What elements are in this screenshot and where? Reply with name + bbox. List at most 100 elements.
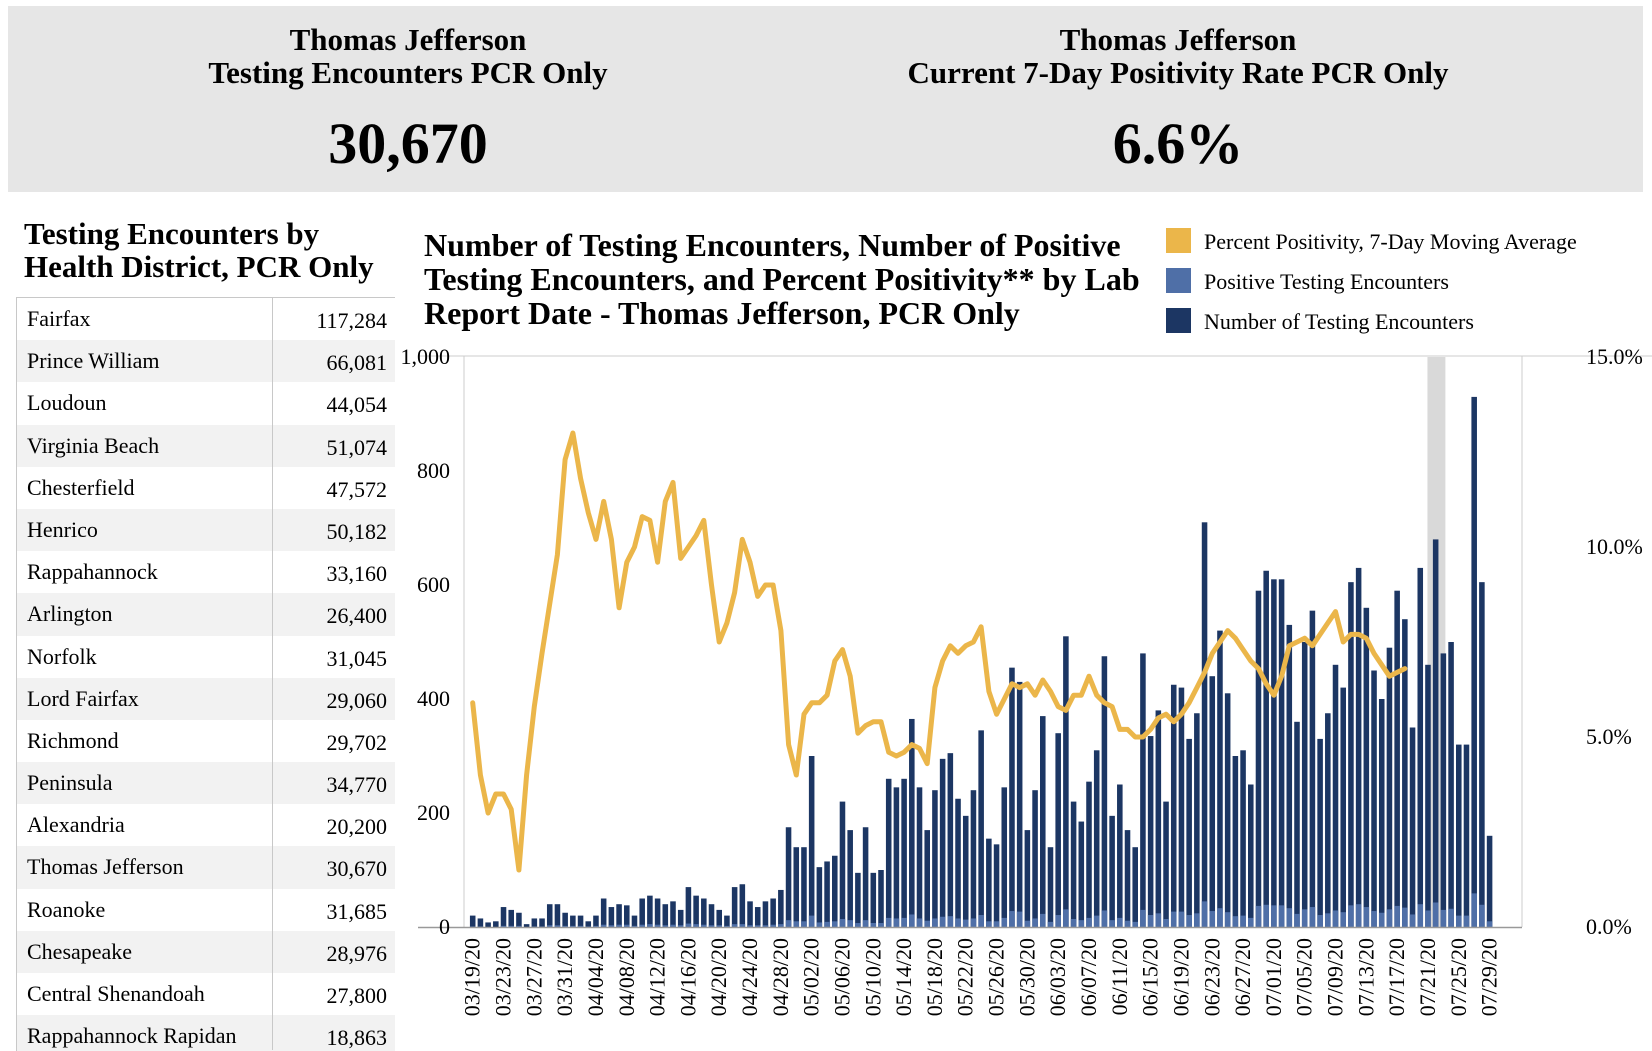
bar-testing-encounters [677, 909, 684, 927]
x-tick-label: 05/18/20 [922, 938, 947, 1016]
kpi-testing-encounters: Thomas Jefferson Testing Encounters PCR … [8, 6, 808, 176]
bar-positive-encounters [1016, 911, 1023, 927]
table-row[interactable]: Rappahannock 33,160 [17, 551, 395, 593]
bar-testing-encounters [986, 838, 992, 927]
bar-testing-encounters [1355, 567, 1362, 927]
bar-testing-encounters [1001, 787, 1008, 927]
bar-positive-encounters [1170, 911, 1177, 927]
bar-positive-encounters [708, 925, 715, 927]
bar-positive-encounters [916, 918, 923, 927]
table-row[interactable]: Central Shenandoah 27,800 [17, 973, 395, 1015]
legend-label: Positive Testing Encounters [1204, 269, 1449, 294]
bar-positive-encounters [932, 918, 938, 927]
bar-testing-encounters [1325, 713, 1331, 927]
bar-testing-encounters [523, 924, 530, 927]
bar-testing-encounters [1217, 630, 1223, 927]
table-row[interactable]: Arlington 26,400 [17, 593, 395, 636]
kpi-title: Thomas Jefferson Current 7-Day Positivit… [778, 23, 1578, 89]
district-table-title: Testing Encounters by Health District, P… [24, 217, 394, 283]
legend-swatch [1166, 228, 1191, 253]
bar-positive-encounters [878, 923, 884, 927]
bar-testing-encounters [1040, 716, 1046, 927]
bar-testing-encounters [685, 887, 692, 927]
bar-testing-encounters [1140, 653, 1146, 927]
table-row[interactable]: Roanoke 31,685 [17, 889, 395, 931]
table-row[interactable]: Alexandria 20,200 [17, 804, 395, 846]
district-name: Rappahannock Rapidan [27, 1023, 237, 1049]
bar-positive-encounters [639, 924, 645, 927]
bar-positive-encounters [500, 925, 507, 927]
bar-testing-encounters [716, 909, 722, 927]
bar-testing-encounters [1093, 750, 1100, 927]
bar-positive-encounters [1271, 905, 1277, 927]
x-tick-label: 07/13/20 [1353, 938, 1378, 1016]
bar-positive-encounters [1386, 909, 1393, 927]
table-row[interactable]: Virginia Beach 51,074 [17, 424, 395, 467]
table-row[interactable]: Henrico 50,182 [17, 508, 395, 552]
table-row[interactable]: Richmond 29,702 [17, 720, 395, 762]
x-tick-label: 05/06/20 [829, 938, 854, 1016]
district-table[interactable]: Fairfax 117,284 Prince William 66,081 Loudou… [16, 297, 395, 1051]
bar-positive-encounters [1240, 915, 1246, 927]
bar-testing-encounters [531, 918, 538, 927]
bar-testing-encounters [654, 898, 661, 927]
legend-swatch [1166, 308, 1191, 333]
bar-testing-encounters [1186, 738, 1192, 927]
x-tick-label: 04/12/20 [645, 938, 670, 1016]
bar-positive-encounters [1486, 921, 1493, 927]
table-row[interactable]: Loudoun 44,054 [17, 382, 395, 424]
bar-positive-encounters [747, 925, 753, 927]
district-value: 50,182 [326, 518, 388, 544]
table-row[interactable]: Thomas Jefferson 30,670 [17, 846, 395, 889]
bar-testing-encounters [1232, 756, 1239, 927]
x-tick-label: 05/14/20 [891, 938, 916, 1016]
bar-testing-encounters [1378, 699, 1385, 927]
bar-testing-encounters [862, 827, 869, 927]
bar-positive-encounters [978, 915, 984, 927]
bar-testing-encounters [570, 915, 576, 927]
bar-testing-encounters [916, 787, 923, 927]
bar-positive-encounters [477, 926, 484, 927]
y-right-tick-label: 15.0% [1586, 344, 1643, 369]
bar-testing-encounters [1417, 567, 1424, 927]
bar-testing-encounters [1386, 647, 1393, 927]
bar-testing-encounters [500, 907, 507, 927]
bar-testing-encounters [647, 895, 653, 927]
chart-legend: Percent Positivity, 7-Day Moving Average… [1166, 223, 1646, 343]
table-row[interactable]: Prince William 66,081 [17, 340, 395, 383]
district-name: Roanoke [27, 896, 106, 922]
y-left-tick-label: 600 [417, 572, 450, 597]
bar-positive-encounters [631, 925, 638, 927]
bar-testing-encounters [754, 907, 761, 927]
table-row[interactable]: Chesapeake 28,976 [17, 930, 395, 973]
bar-testing-encounters [1063, 636, 1069, 927]
bar-testing-encounters [1101, 656, 1108, 927]
table-row[interactable]: Norfolk 31,045 [17, 636, 395, 678]
kpi-value: 30,670 [328, 111, 488, 176]
bar-testing-encounters [1016, 681, 1023, 927]
table-row[interactable]: Lord Fairfax 29,060 [17, 677, 395, 720]
x-tick-label: 03/23/20 [491, 938, 516, 1016]
district-value: 66,081 [326, 350, 388, 376]
bar-positive-encounters [1409, 914, 1416, 927]
bar-testing-encounters [469, 915, 476, 927]
x-tick-label: 06/15/20 [1138, 938, 1163, 1016]
table-row[interactable]: Rappahannock Rapidan 18,863 [17, 1015, 395, 1051]
bar-positive-encounters [893, 918, 900, 927]
bar-positive-encounters [554, 925, 561, 927]
table-row[interactable]: Peninsula 34,770 [17, 762, 395, 805]
district-value: 27,800 [326, 983, 388, 1008]
bar-positive-encounters [731, 924, 738, 927]
table-row[interactable]: Chesterfield 47,572 [17, 467, 395, 509]
bar-testing-encounters [1278, 579, 1285, 927]
legend-item: Number of Testing Encounters [1166, 303, 1646, 343]
bar-testing-encounters [885, 778, 892, 927]
bar-testing-encounters [600, 898, 607, 927]
bar-testing-encounters [1332, 664, 1339, 927]
table-row[interactable]: Fairfax 117,284 [17, 298, 395, 340]
x-tick-label: 05/22/20 [953, 938, 978, 1016]
y-left-tick-label: 0 [439, 914, 450, 939]
bar-positive-encounters [1186, 915, 1192, 927]
bar-testing-encounters [670, 901, 676, 927]
